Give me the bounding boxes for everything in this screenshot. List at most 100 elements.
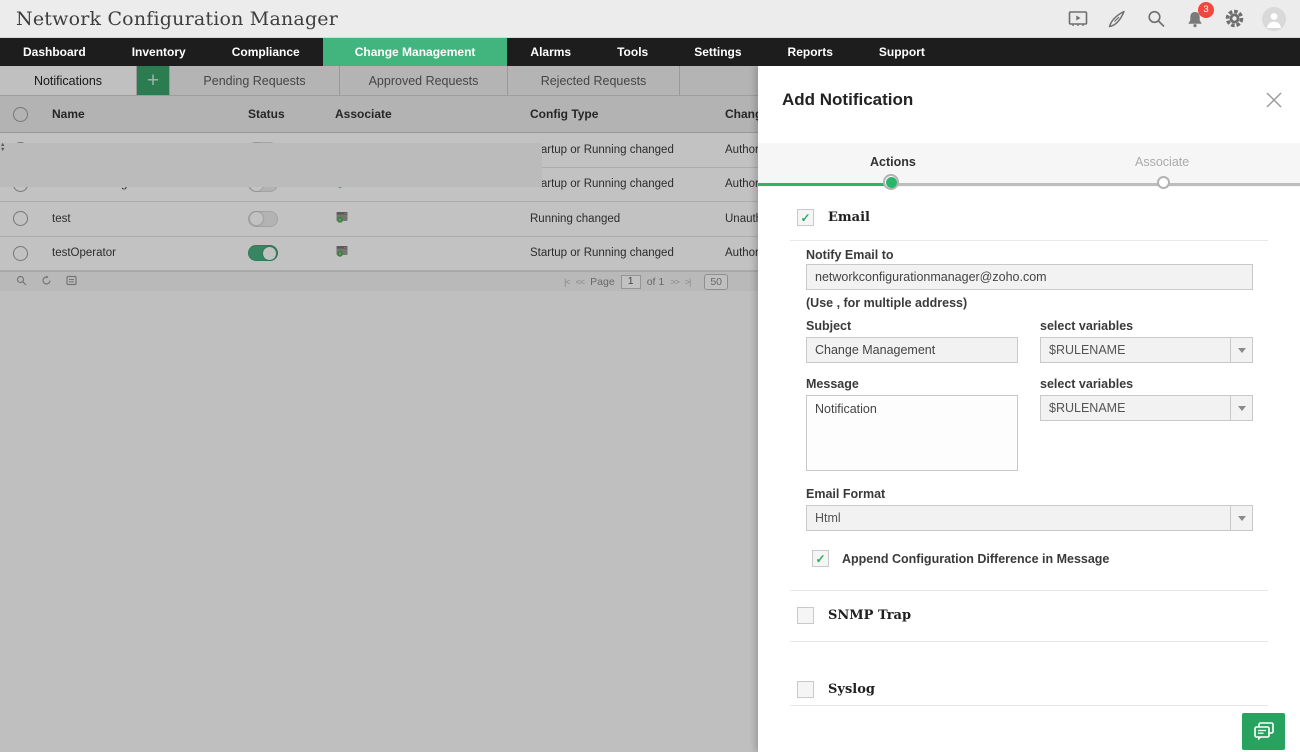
last-page-icon[interactable]: >| xyxy=(684,276,692,287)
row-config-type: Startup or Running changed xyxy=(530,178,674,191)
nav-item-settings[interactable]: Settings xyxy=(694,45,742,59)
message-textarea[interactable]: Notification xyxy=(806,395,1018,471)
table-refresh-icon[interactable] xyxy=(41,273,52,291)
step-actions[interactable]: Actions xyxy=(870,155,916,169)
chevron-down-icon xyxy=(1230,506,1252,530)
subject-variable-select[interactable]: $RULENAME xyxy=(1040,337,1253,363)
append-config-diff-checkbox[interactable]: ✓ xyxy=(812,550,829,567)
stepper-progress xyxy=(758,183,893,186)
col-header-config-type[interactable]: Config Type xyxy=(530,107,599,121)
subject-variable-value: $RULENAME xyxy=(1049,343,1126,357)
tab-rejected-requests[interactable]: Rejected Requests xyxy=(508,66,680,95)
status-toggle[interactable] xyxy=(248,210,278,227)
subject-variables-label: select variables xyxy=(1040,319,1134,333)
message-variable-select[interactable]: $RULENAME xyxy=(1040,395,1253,421)
divider xyxy=(790,705,1268,706)
subject-label: Subject xyxy=(806,319,852,333)
multiple-address-hint: (Use , for multiple address) xyxy=(806,296,968,310)
notifications-bell-icon[interactable]: 3 xyxy=(1184,1,1214,30)
associate-device-icon[interactable] xyxy=(323,211,518,227)
row-config-type: Startup or Running changed xyxy=(530,143,674,156)
divider xyxy=(790,590,1268,591)
divider xyxy=(790,240,1268,241)
subject-input[interactable] xyxy=(806,337,1018,363)
page-number-input[interactable] xyxy=(620,274,641,289)
wizard-stepper: Actions Associate xyxy=(758,143,1300,187)
snmp-trap-label: SNMP Trap xyxy=(828,608,912,623)
next-page-icon[interactable]: >> xyxy=(670,276,679,287)
first-page-icon[interactable]: |< xyxy=(564,276,571,287)
associate-device-icon[interactable] xyxy=(323,245,518,261)
panel-title: Add Notification xyxy=(782,90,914,109)
app-title: Network Configuration Manager xyxy=(16,7,339,30)
row-name: testOperator xyxy=(52,247,116,260)
nav-item-reports[interactable]: Reports xyxy=(787,45,833,59)
modal-dim-overlay[interactable] xyxy=(0,66,900,752)
getting-started-rocket-icon[interactable] xyxy=(1106,8,1128,30)
main-content: Notifications + Pending Requests Approve… xyxy=(0,66,900,752)
message-variables-label: select variables xyxy=(1040,377,1134,391)
nav-item-compliance[interactable]: Compliance xyxy=(231,45,300,59)
row-radio[interactable] xyxy=(12,211,28,227)
page-size-value: 50 xyxy=(710,275,722,288)
email-format-select[interactable]: Html xyxy=(806,505,1253,531)
nav-item-alarms[interactable]: Alarms xyxy=(530,45,572,59)
email-format-label: Email Format xyxy=(806,487,886,501)
email-section-label: Email xyxy=(828,210,870,225)
nav-item-change-management[interactable]: Change Management xyxy=(322,38,508,66)
row-radio[interactable] xyxy=(12,245,28,261)
search-icon[interactable] xyxy=(1145,8,1167,30)
notify-email-label: Notify Email to xyxy=(806,248,894,262)
add-notification-plus-button[interactable]: + xyxy=(137,66,170,95)
tab-notifications[interactable]: Notifications xyxy=(0,66,137,95)
page-size-stepper-icon: ▲ ▼ xyxy=(0,143,542,187)
col-header-status[interactable]: Status xyxy=(248,107,285,121)
page-label: Page xyxy=(590,275,615,288)
tab-pending-requests[interactable]: Pending Requests xyxy=(170,66,340,95)
message-label: Message xyxy=(806,377,859,391)
stepper-track xyxy=(758,183,1300,186)
row-name: test xyxy=(52,212,71,225)
nav-item-dashboard[interactable]: Dashboard xyxy=(23,45,86,59)
prev-page-icon[interactable]: << xyxy=(575,276,585,287)
page-size-select[interactable]: 50 ▲ ▼ xyxy=(0,143,728,290)
sub-tabstrip: Notifications + Pending Requests Approve… xyxy=(0,66,900,96)
row-config-type: Running changed xyxy=(530,212,621,225)
table-search-icon[interactable] xyxy=(16,273,27,291)
table-row[interactable]: testOperator Startup or Running changed … xyxy=(0,236,900,271)
notify-email-input[interactable] xyxy=(806,264,1253,290)
notification-count-badge: 3 xyxy=(1198,1,1214,18)
nav-item-support[interactable]: Support xyxy=(878,45,925,59)
tab-approved-requests[interactable]: Approved Requests xyxy=(340,66,508,95)
table-row[interactable]: test Running changed Unauthorized xyxy=(0,202,900,237)
col-header-associate[interactable]: Associate xyxy=(335,107,392,121)
step-dot-actions[interactable] xyxy=(883,174,899,190)
nav-item-tools[interactable]: Tools xyxy=(617,45,649,59)
pagination-bar: |< << Page of 1 >> >| 50 ▲▼ xyxy=(0,143,900,291)
user-avatar[interactable] xyxy=(1262,6,1286,31)
topbar-icons: 3 xyxy=(1067,1,1300,31)
col-header-name[interactable]: Name xyxy=(52,107,85,121)
add-notification-panel: Add Notification Actions Associate ✓ Ema… xyxy=(758,66,1300,752)
snmp-trap-checkbox[interactable]: ✓ xyxy=(797,607,814,624)
divider xyxy=(790,641,1268,642)
syslog-checkbox[interactable]: ✓ xyxy=(797,681,814,698)
page-of-label: of 1 xyxy=(646,275,665,288)
step-dot-associate[interactable] xyxy=(1157,176,1170,189)
settings-gear-icon[interactable] xyxy=(1223,8,1245,30)
table-export-icon[interactable] xyxy=(66,273,77,291)
select-all-radio[interactable] xyxy=(12,106,28,122)
append-config-diff-label: Append Configuration Difference in Messa… xyxy=(842,551,1110,566)
step-associate[interactable]: Associate xyxy=(1135,155,1190,169)
close-icon[interactable] xyxy=(1264,90,1284,110)
syslog-label: Syslog xyxy=(828,682,875,697)
demo-video-icon[interactable] xyxy=(1067,8,1089,30)
email-checkbox[interactable]: ✓ xyxy=(797,209,814,226)
main-nav: Dashboard Inventory Compliance Change Ma… xyxy=(0,38,1300,66)
row-config-type: Startup or Running changed xyxy=(530,247,674,260)
chevron-down-icon xyxy=(1230,396,1252,420)
feedback-chat-button[interactable] xyxy=(1242,713,1285,750)
status-toggle[interactable] xyxy=(248,245,278,262)
nav-item-inventory[interactable]: Inventory xyxy=(131,45,186,59)
